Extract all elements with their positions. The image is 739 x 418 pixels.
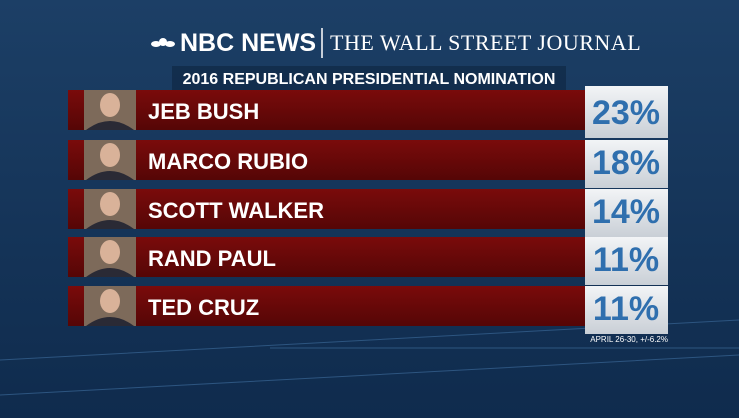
title: 2016 REPUBLICAN PRESIDENTIAL NOMINATION xyxy=(183,71,556,88)
value-box xyxy=(585,86,668,138)
footnote: APRIL 26-30, +/-6.2% xyxy=(590,335,668,344)
photo-head xyxy=(100,192,120,216)
value-box xyxy=(585,140,668,188)
value: 23% xyxy=(592,94,660,132)
candidate-name: JEB BUSH xyxy=(148,99,259,124)
row-bar xyxy=(68,90,585,130)
row-bar xyxy=(68,189,585,229)
value: 14% xyxy=(592,193,660,231)
photo-body xyxy=(86,121,134,130)
value-box xyxy=(585,237,668,285)
photo-head xyxy=(100,93,120,117)
value-box xyxy=(585,189,668,237)
photo-body xyxy=(86,268,134,277)
candidate-name: MARCO RUBIO xyxy=(148,149,308,174)
nbc-logo xyxy=(151,38,175,47)
candidate-name: TED CRUZ xyxy=(148,295,259,320)
photo-head xyxy=(100,289,120,313)
value: 11% xyxy=(593,290,659,328)
photo-head xyxy=(100,143,120,167)
value: 11% xyxy=(593,241,659,279)
title-band xyxy=(172,66,566,90)
photo-body xyxy=(86,171,134,180)
photo xyxy=(84,90,136,130)
value: 18% xyxy=(592,144,660,182)
candidate-name: RAND PAUL xyxy=(148,246,276,271)
photo-body xyxy=(86,317,134,326)
header-right: THE WALL STREET JOURNAL xyxy=(330,30,641,55)
row-bar xyxy=(68,286,585,326)
photo xyxy=(84,286,136,326)
photo xyxy=(84,140,136,180)
candidate-name: SCOTT WALKER xyxy=(148,198,324,223)
photo-head xyxy=(100,240,120,264)
row-bar xyxy=(68,140,585,180)
value-box xyxy=(585,286,668,334)
row-bar xyxy=(68,237,585,277)
photo-body xyxy=(86,220,134,229)
photo xyxy=(84,237,136,277)
photo xyxy=(84,189,136,229)
header-left: NBC NEWS xyxy=(180,29,316,57)
